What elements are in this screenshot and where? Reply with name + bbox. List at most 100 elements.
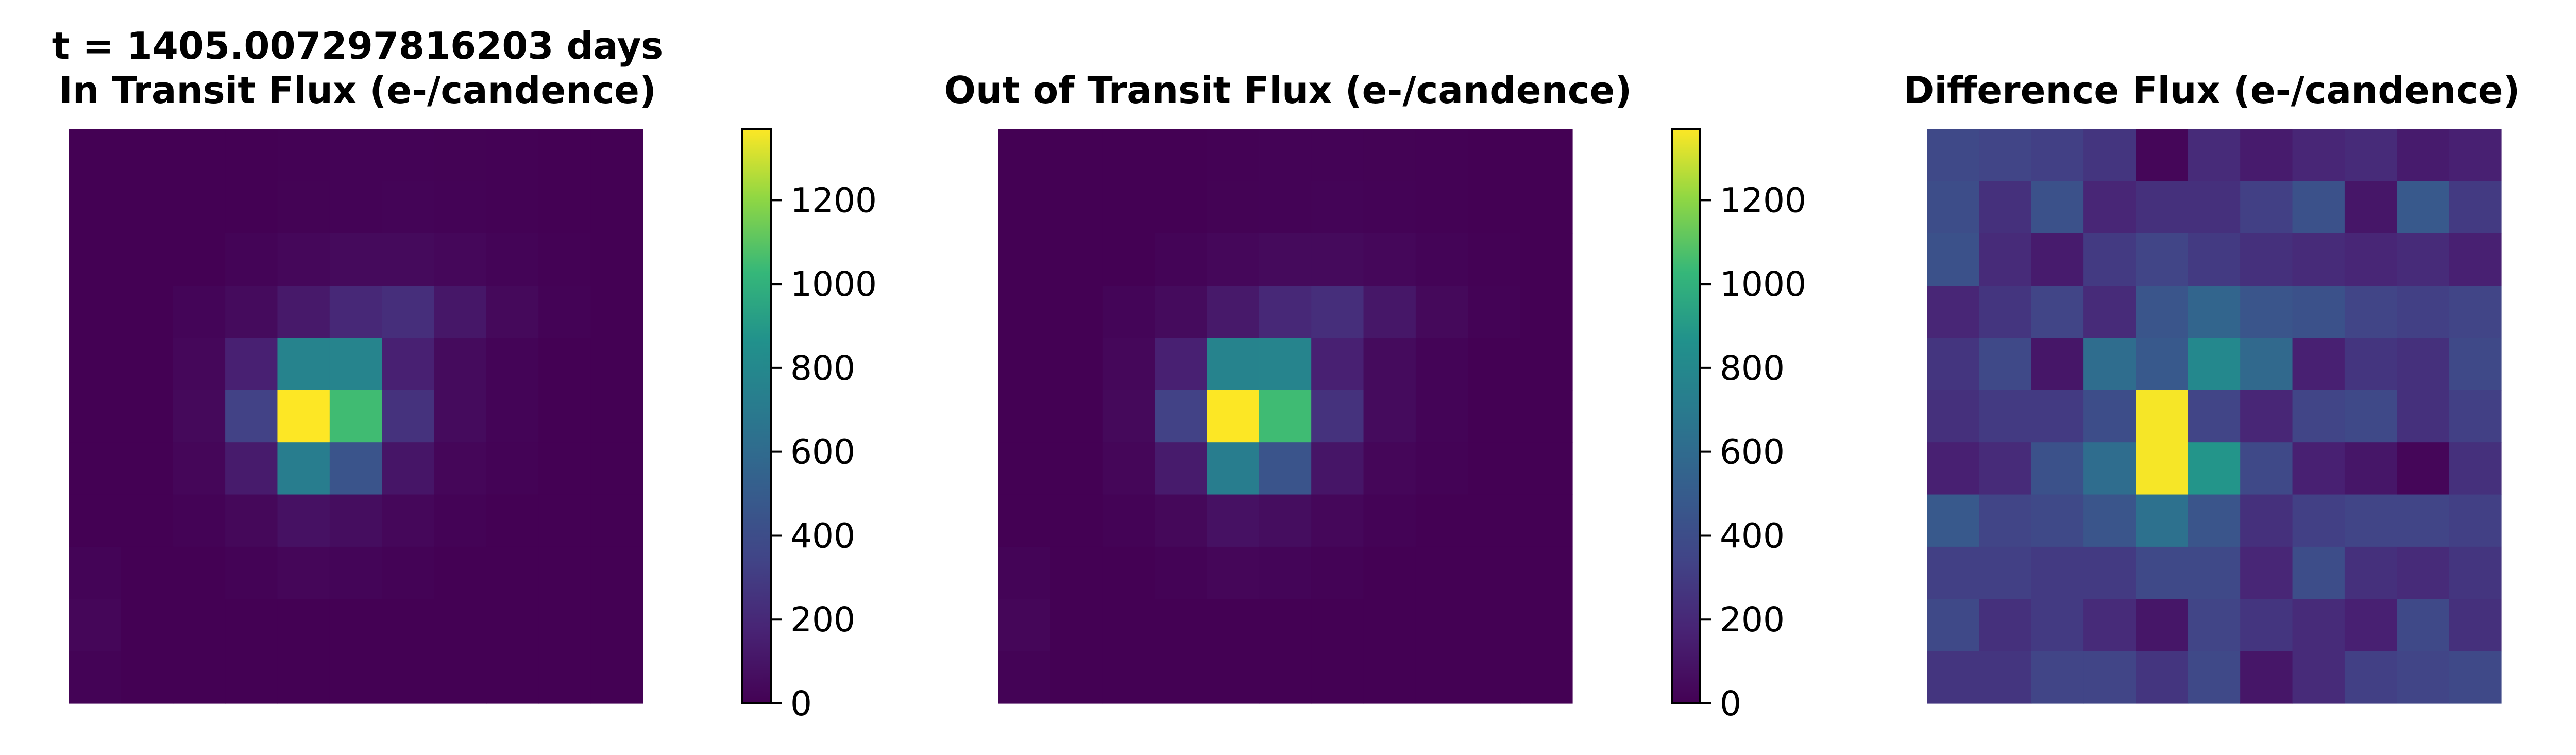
heatmap-cell bbox=[2188, 651, 2241, 704]
heatmap-cell bbox=[2240, 233, 2293, 286]
heatmap-cell bbox=[1102, 651, 1155, 704]
heatmap-cell bbox=[277, 233, 330, 286]
heatmap-cell bbox=[1102, 233, 1155, 286]
heatmap-cell bbox=[1468, 546, 1521, 599]
heatmap-cell bbox=[1102, 338, 1155, 391]
heatmap-cell bbox=[434, 129, 487, 181]
heatmap-cell bbox=[329, 651, 382, 704]
heatmap-cell bbox=[590, 233, 643, 286]
heatmap-cell bbox=[1050, 599, 1103, 652]
heatmap-cell bbox=[2344, 442, 2397, 495]
heatmap-cell bbox=[998, 286, 1050, 339]
heatmap-cell bbox=[2344, 233, 2397, 286]
heatmap-cell bbox=[121, 651, 174, 704]
colorbar-tick-label: 200 bbox=[790, 600, 855, 640]
heatmap-cell bbox=[486, 599, 539, 652]
heatmap-cell bbox=[277, 129, 330, 181]
heatmap-cell bbox=[2397, 286, 2450, 339]
heatmap-cell bbox=[1311, 233, 1364, 286]
heatmap-cell bbox=[998, 599, 1050, 652]
heatmap-cell bbox=[434, 546, 487, 599]
heatmap-cell bbox=[2136, 286, 2189, 339]
heatmap-cell bbox=[121, 390, 174, 443]
heatmap-cell bbox=[2240, 286, 2293, 339]
heatmap-cell bbox=[2449, 181, 2502, 234]
heatmap-cell bbox=[998, 338, 1050, 391]
heatmap-cell bbox=[2449, 286, 2502, 339]
heatmap-cell bbox=[538, 494, 591, 547]
heatmap-cell bbox=[1468, 129, 1521, 181]
heatmap-cell bbox=[2136, 129, 2189, 181]
heatmap-cell bbox=[2031, 442, 2084, 495]
heatmap-cell bbox=[225, 599, 278, 652]
heatmap-cell bbox=[225, 181, 278, 234]
heatmap-cell bbox=[1520, 181, 1573, 234]
heatmap-cell bbox=[2449, 546, 2502, 599]
heatmap-cell bbox=[1050, 494, 1103, 547]
heatmap-cell bbox=[1155, 129, 1208, 181]
heatmap-cell bbox=[590, 442, 643, 495]
heatmap-cell bbox=[1927, 233, 1979, 286]
heatmap-cell bbox=[382, 129, 435, 181]
heatmap-cell bbox=[2449, 494, 2502, 547]
heatmap-cell bbox=[998, 233, 1050, 286]
heatmap-cell bbox=[590, 129, 643, 181]
heatmap-cell bbox=[1155, 233, 1208, 286]
heatmap-cell bbox=[1311, 129, 1364, 181]
heatmap-cell bbox=[1311, 651, 1364, 704]
heatmap-cell bbox=[434, 181, 487, 234]
heatmap-cell bbox=[1102, 599, 1155, 652]
heatmap-cell bbox=[486, 442, 539, 495]
heatmap-cell bbox=[2188, 390, 2241, 443]
colorbar-tick-label: 600 bbox=[1720, 432, 1785, 472]
heatmap-cell bbox=[2136, 233, 2189, 286]
heatmap-cell bbox=[2449, 129, 2502, 181]
heatmap-cell bbox=[121, 286, 174, 339]
heatmap-cell bbox=[225, 651, 278, 704]
heatmap-cell bbox=[69, 181, 121, 234]
heatmap-cell bbox=[1520, 390, 1573, 443]
heatmap-cell bbox=[1520, 338, 1573, 391]
heatmap-cell bbox=[69, 599, 121, 652]
heatmap-cell bbox=[2292, 651, 2345, 704]
heatmap-cell bbox=[225, 442, 278, 495]
heatmap-cell bbox=[590, 338, 643, 391]
heatmap-cell bbox=[1259, 181, 1312, 234]
heatmap-cell bbox=[1207, 181, 1260, 234]
heatmap-cell bbox=[2031, 546, 2084, 599]
heatmap-cell bbox=[2292, 338, 2345, 391]
heatmap-cell bbox=[69, 286, 121, 339]
heatmap-cell bbox=[538, 129, 591, 181]
heatmap-cell bbox=[2188, 546, 2241, 599]
heatmap-cell bbox=[329, 129, 382, 181]
heatmap-cell bbox=[1207, 494, 1260, 547]
heatmap-cell bbox=[1468, 286, 1521, 339]
heatmap-cell bbox=[2292, 442, 2345, 495]
heatmap-cell bbox=[486, 181, 539, 234]
heatmap-cell bbox=[1468, 599, 1521, 652]
heatmap-cell bbox=[2240, 494, 2293, 547]
heatmap-cell bbox=[1520, 651, 1573, 704]
heatmap-cell bbox=[2292, 390, 2345, 443]
heatmap-cell bbox=[590, 390, 643, 443]
heatmap-cell bbox=[538, 286, 591, 339]
heatmap-cell bbox=[1259, 338, 1312, 391]
heatmap-cell bbox=[2344, 599, 2397, 652]
heatmap-cell bbox=[225, 233, 278, 286]
heatmap-cell bbox=[173, 494, 226, 547]
heatmap-cell bbox=[434, 442, 487, 495]
heatmap-cell bbox=[2344, 129, 2397, 181]
heatmap-cell bbox=[2031, 338, 2084, 391]
heatmap-cell bbox=[2188, 599, 2241, 652]
heatmap-cell bbox=[2136, 181, 2189, 234]
heatmap-cell bbox=[382, 546, 435, 599]
heatmap-cell bbox=[1102, 181, 1155, 234]
heatmap-cell bbox=[1102, 286, 1155, 339]
heatmap-cell bbox=[1363, 442, 1416, 495]
heatmap-cell bbox=[538, 338, 591, 391]
heatmap-cell bbox=[329, 442, 382, 495]
heatmap-cell bbox=[1311, 338, 1364, 391]
heatmap-cell bbox=[538, 546, 591, 599]
heatmap-cell bbox=[2292, 129, 2345, 181]
heatmap-cell bbox=[329, 286, 382, 339]
